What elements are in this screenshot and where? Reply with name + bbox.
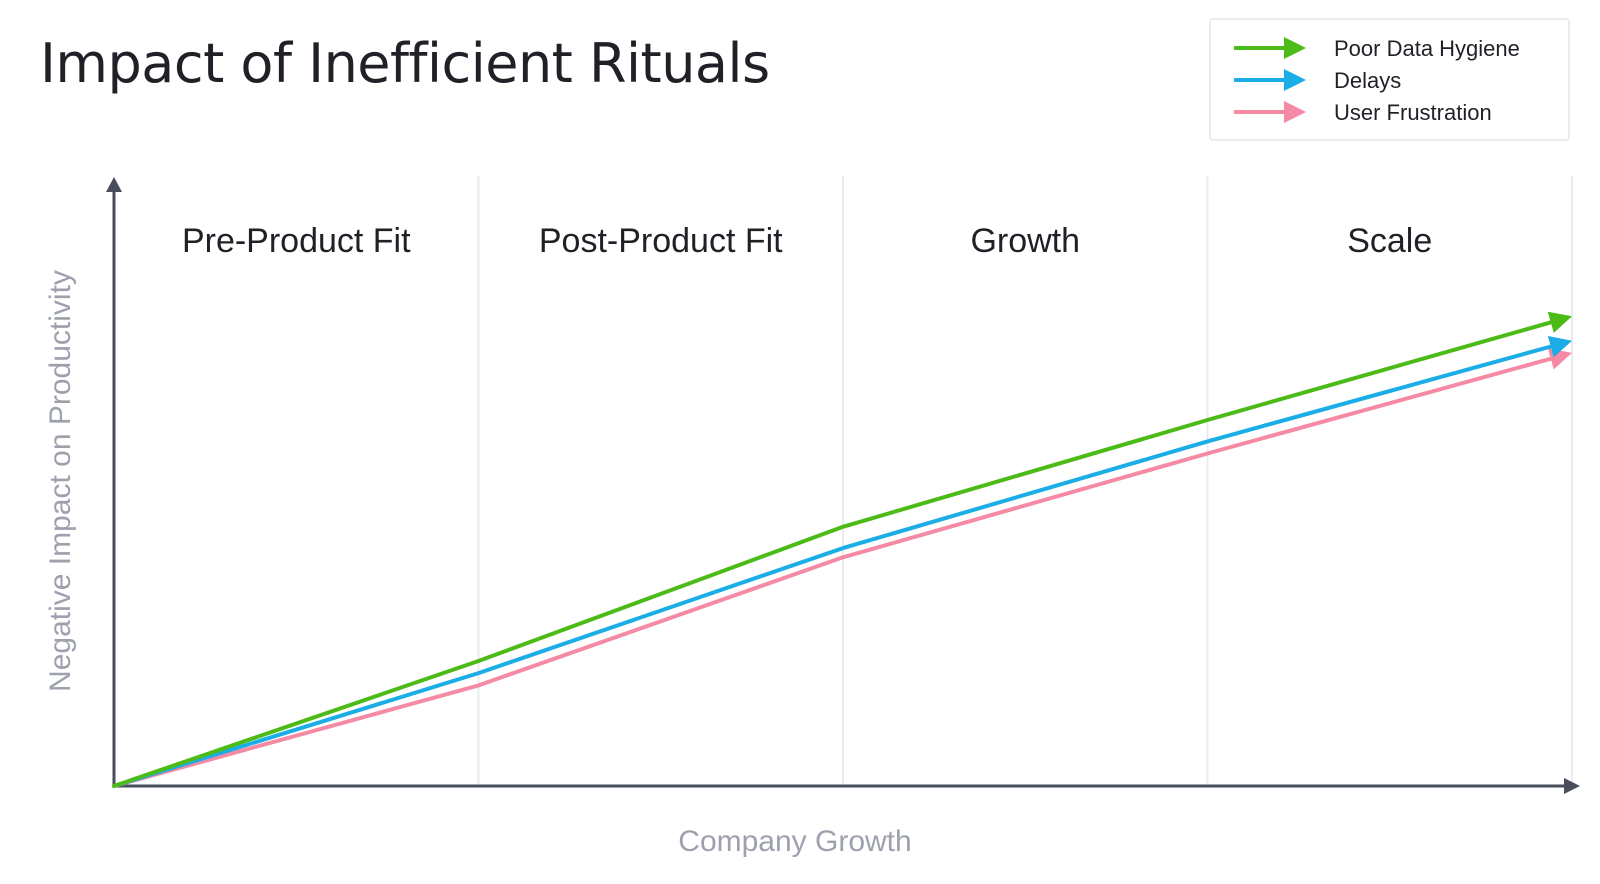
x-axis-label: Company Growth: [678, 825, 911, 858]
series-line-user-frustration: [112, 356, 1555, 788]
grid: [477, 176, 1573, 786]
series-line-poor-data-hygiene: [112, 319, 1555, 788]
legend-swatch-arrowhead: [1284, 37, 1306, 59]
phase-labels: Pre-Product Fit Post-Product Fit Growth Sca…: [182, 222, 1432, 260]
legend-entry-user-frustration: User Frustration: [1234, 100, 1492, 125]
legend-label: User Frustration: [1334, 100, 1492, 125]
phase-label-post-product-fit: Post-Product Fit: [539, 222, 783, 260]
phase-label-growth: Growth: [970, 222, 1080, 260]
axes: [106, 177, 1580, 794]
legend-label: Delays: [1334, 68, 1401, 93]
legend-swatch-arrowhead: [1284, 69, 1306, 91]
legend-entry-delays: Delays: [1234, 68, 1401, 93]
series-lines: [112, 311, 1572, 788]
legend-label: Poor Data Hygiene: [1334, 36, 1520, 61]
chart-title: Impact of Inefficient Rituals: [40, 32, 770, 95]
series-line-delays: [112, 344, 1555, 788]
y-axis-arrowhead: [106, 177, 122, 192]
legend-entry-poor-data-hygiene: Poor Data Hygiene: [1234, 36, 1520, 61]
phase-label-pre-product-fit: Pre-Product Fit: [182, 222, 411, 260]
y-axis-label: Negative Impact on Productivity: [44, 270, 77, 692]
legend-swatch-arrowhead: [1284, 101, 1306, 123]
series-arrowhead-poor-data-hygiene: [1547, 311, 1572, 333]
legend: Poor Data Hygiene Delays User Frustration: [1209, 18, 1570, 141]
x-axis-arrowhead: [1564, 778, 1580, 794]
series-arrowhead-delays: [1547, 336, 1572, 358]
phase-label-scale: Scale: [1347, 222, 1432, 260]
